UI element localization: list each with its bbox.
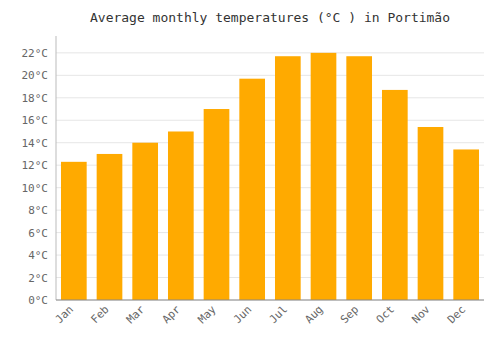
y-tick-label: 14°C [22,137,49,150]
bar [204,109,230,300]
y-tick-label: 22°C [22,47,49,60]
y-axis-line [56,36,57,300]
bar [168,131,194,300]
x-tick-label: Nov [409,303,433,327]
bar [453,149,479,300]
bar [311,53,337,300]
grid-line [56,300,484,301]
x-tick-label: Apr [160,303,184,327]
x-tick-label: Sep [338,303,361,326]
title: Average monthly temperatures (°C ) in Po… [90,10,450,25]
grid-line [56,52,484,53]
y-tick-label: 16°C [22,114,49,127]
bar [132,143,158,300]
x-tick-label: Oct [374,303,397,326]
y-tick-label: 20°C [22,69,49,82]
y-tick-label: 0°C [28,294,48,307]
y-tick-label: 10°C [22,182,49,195]
x-axis: Jan Feb Mar Apr May Jun Jul Aug Sep Oct Nov Dec [53,300,484,326]
bar [275,56,301,300]
chart-svg: Average monthly temperatures (°C ) in Po… [0,0,500,350]
x-axis-line [56,300,484,301]
grid-line [56,97,484,98]
chart-container: Average monthly temperatures (°C ) in Po… [0,0,500,350]
x-tick-label: Jan [53,303,76,326]
bars [61,53,479,300]
y-tick-label: 6°C [28,227,48,240]
bar [239,79,265,300]
y-tick-label: 2°C [28,272,48,285]
bar [97,154,123,300]
grid [56,53,484,300]
y-tick-label: 12°C [22,159,49,172]
y-tick-label: 18°C [22,92,49,105]
y-tick-label: 4°C [28,249,48,262]
y-axis: 0°C 2°C 4°C 6°C 8°C 10°C 12°C 14°C 16°C 18°C 20°C 2… [22,36,57,307]
y-tick-label: 8°C [28,204,48,217]
x-tick-label: May [195,303,219,327]
grid-line [56,75,484,76]
bar [382,90,408,300]
bar [418,127,444,300]
bar [346,56,372,300]
x-tick-label: Jul [267,303,290,326]
bar [61,162,87,300]
x-tick-label: Aug [302,303,325,326]
x-tick-label: Dec [445,303,468,326]
x-tick-label: Feb [88,303,111,326]
x-tick-label: Mar [124,303,148,327]
x-tick-label: Jun [231,303,254,326]
grid-line [56,120,484,121]
